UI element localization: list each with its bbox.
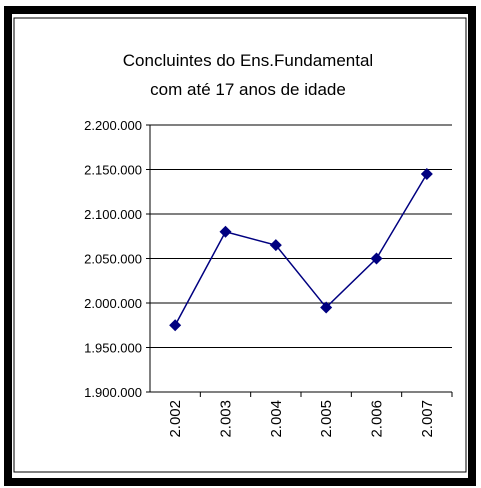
y-tick-label: 2.050.000 <box>84 252 142 267</box>
marker <box>320 301 333 314</box>
y-tick-label: 1.900.000 <box>84 385 142 400</box>
x-tick-label: 2.004 <box>268 400 285 438</box>
x-tick-label: 2.006 <box>369 400 386 438</box>
y-tick-label: 2.200.000 <box>84 118 142 133</box>
outer-frame <box>4 6 476 486</box>
chart-title: Concluintes do Ens.Fundamental <box>123 51 373 70</box>
marker <box>370 252 383 265</box>
y-tick-label: 2.000.000 <box>84 296 142 311</box>
chart-frame <box>13 17 467 473</box>
x-tick-label: 2.007 <box>419 400 436 438</box>
y-tick-label: 2.150.000 <box>84 163 142 178</box>
data-line <box>174 173 428 326</box>
marker <box>219 225 232 238</box>
y-tick-label: 1.950.000 <box>84 341 142 356</box>
marker <box>169 319 182 332</box>
chart-title: com até 17 anos de idade <box>150 80 346 99</box>
y-tick-label: 2.100.000 <box>84 207 142 222</box>
marker <box>420 167 433 180</box>
x-tick-label: 2.003 <box>218 400 235 438</box>
x-tick-label: 2.002 <box>167 400 184 438</box>
marker <box>269 239 282 252</box>
x-tick-label: 2.005 <box>318 400 335 438</box>
